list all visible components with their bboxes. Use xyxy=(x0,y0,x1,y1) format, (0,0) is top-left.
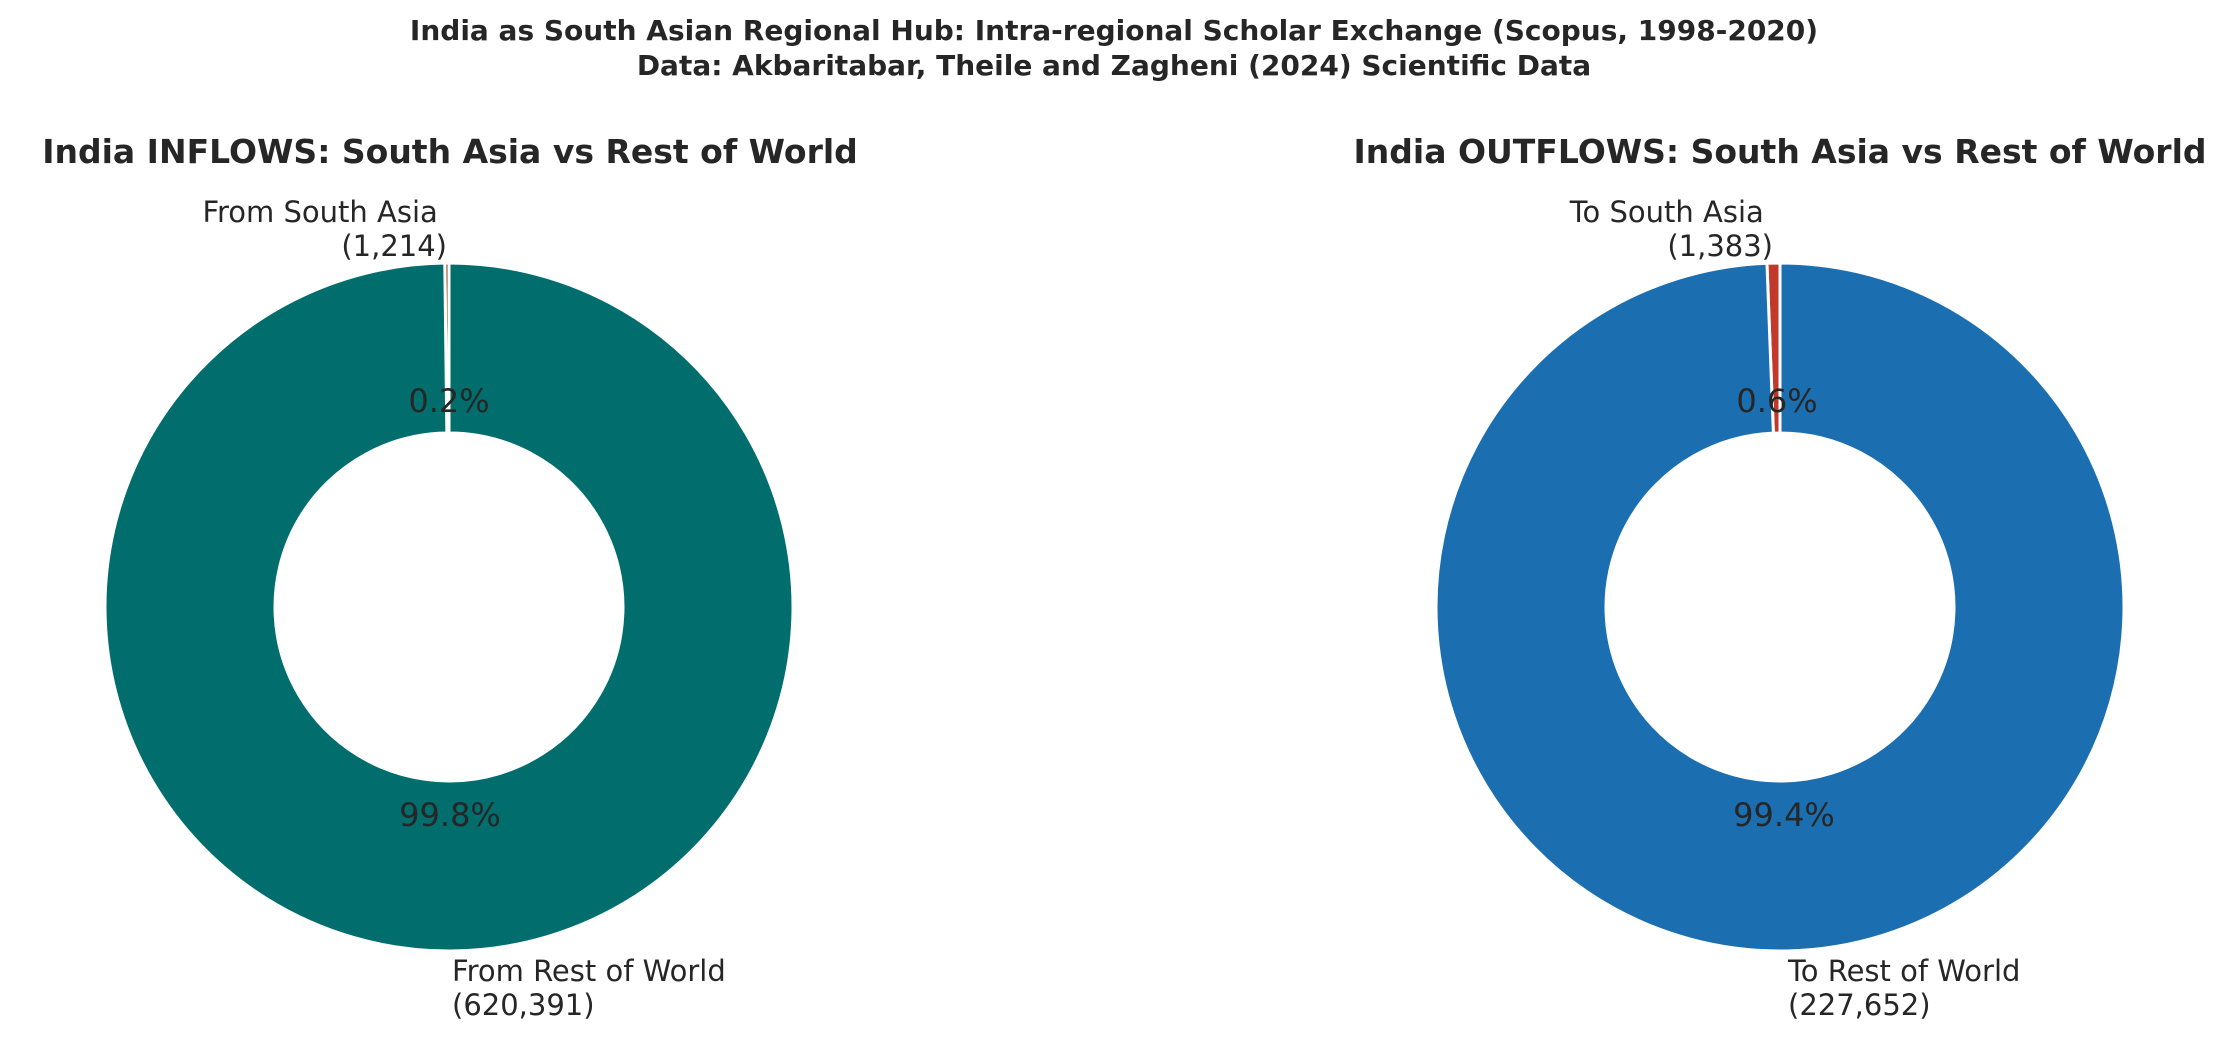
inflows-south-asia-label-line-2: (1,214) xyxy=(341,229,447,263)
outflows-south-asia-pct: 0.6% xyxy=(1736,382,1817,420)
outflows-rest-of-world-pct: 99.4% xyxy=(1733,796,1835,834)
outflows-rest-of-world-slice xyxy=(1434,261,2126,953)
inflows-chart-title: India INFLOWS: South Asia vs Rest of Wor… xyxy=(42,132,858,171)
outflows-slices xyxy=(1434,261,2126,953)
outflows-rest-of-world-label-line-1: To Rest of World xyxy=(1787,954,2020,988)
inflows-south-asia-label: From South Asia (1,214) xyxy=(202,195,447,263)
outflows-south-asia-label: To South Asia (1,383) xyxy=(1569,195,1773,263)
outflows-rest-of-world-label: To Rest of World (227,652) xyxy=(1787,954,2030,1022)
inflows-rest-of-world-label-line-2: (620,391) xyxy=(452,988,595,1022)
inflows-rest-of-world-pct: 99.8% xyxy=(399,796,501,834)
inflows-rest-of-world-label-line-1: From Rest of World xyxy=(452,954,726,988)
outflows-donut-chart: India OUTFLOWS: South Asia vs Rest of Wo… xyxy=(1353,132,2206,1022)
inflows-south-asia-pct: 0.2% xyxy=(408,382,489,420)
inflows-slices xyxy=(103,261,795,953)
suptitle-line-1: India as South Asian Regional Hub: Intra… xyxy=(410,14,1818,47)
inflows-south-asia-label-line-1: From South Asia xyxy=(202,195,437,229)
inflows-rest-of-world-label: From Rest of World (620,391) xyxy=(452,954,735,1022)
inflows-donut-chart: India INFLOWS: South Asia vs Rest of Wor… xyxy=(42,132,858,1022)
outflows-chart-title: India OUTFLOWS: South Asia vs Rest of Wo… xyxy=(1353,132,2206,171)
inflows-rest-of-world-slice xyxy=(103,261,795,953)
outflows-south-asia-label-line-2: (1,383) xyxy=(1667,229,1773,263)
outflows-rest-of-world-label-line-2: (227,652) xyxy=(1788,988,1931,1022)
suptitle-line-2: Data: Akbaritabar, Theile and Zagheni (2… xyxy=(637,49,1591,82)
outflows-south-asia-label-line-1: To South Asia xyxy=(1569,195,1764,229)
